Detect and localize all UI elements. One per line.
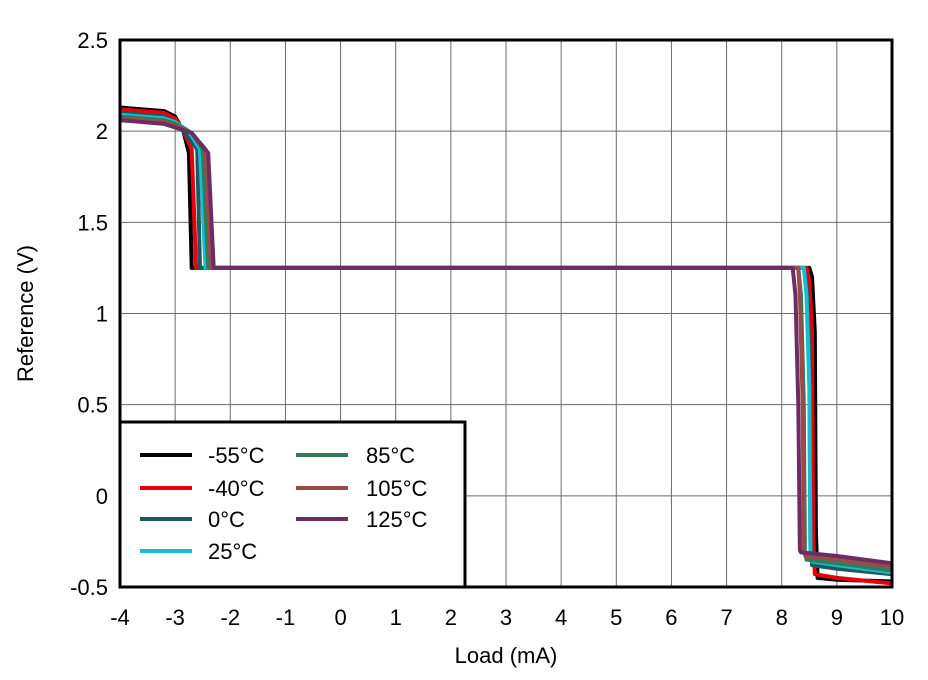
- y-tick-label: -0.5: [70, 575, 108, 600]
- x-tick-label: 3: [500, 605, 512, 630]
- x-tick-label: 4: [555, 605, 567, 630]
- legend-label-1: -40°C: [208, 476, 265, 501]
- x-tick-label: 7: [720, 605, 732, 630]
- x-tick-label: 6: [665, 605, 677, 630]
- x-tick-label: -1: [276, 605, 296, 630]
- series-lines: [119, 105, 893, 586]
- legend-label-5: 105°C: [366, 476, 428, 501]
- plot-frame: [118, 38, 894, 589]
- y-tick-label: 0.5: [77, 393, 108, 418]
- x-tick-label: -4: [110, 605, 130, 630]
- y-axis-label: Reference (V): [13, 245, 38, 382]
- y-tick-label: 2: [96, 119, 108, 144]
- x-tick-label: 1: [390, 605, 402, 630]
- x-tick-label: 2: [445, 605, 457, 630]
- series-line-6: [119, 118, 893, 566]
- y-tick-label: 0: [96, 484, 108, 509]
- x-tick-labels: -4 -3 -2 -1 0 1 2 3 4 5 6 7 8 9 10: [110, 605, 904, 630]
- legend-label-0: -55°C: [208, 443, 265, 468]
- legend-label-3: 25°C: [208, 539, 257, 564]
- legend-box: [118, 420, 467, 589]
- x-tick-label: 9: [831, 605, 843, 630]
- legend: -55°C -40°C 0°C 25°C 85°C 105°C 125°C: [118, 420, 467, 589]
- y-tick-labels: -0.5 0 0.5 1 1.5 2 2.5: [70, 28, 108, 600]
- y-tick-label: 1.5: [77, 210, 108, 235]
- x-axis-label: Load (mA): [455, 643, 558, 668]
- x-tick-label: 8: [776, 605, 788, 630]
- x-tick-label: 10: [880, 605, 904, 630]
- y-tick-label: 1: [96, 302, 108, 327]
- legend-label-2: 0°C: [208, 507, 245, 532]
- legend-label-6: 125°C: [366, 507, 428, 532]
- x-tick-label: 0: [334, 605, 346, 630]
- x-tick-label: -2: [221, 605, 241, 630]
- series-line-1: [119, 107, 893, 586]
- legend-label-4: 85°C: [366, 443, 415, 468]
- y-tick-label: 2.5: [77, 28, 108, 53]
- x-tick-label: 5: [610, 605, 622, 630]
- x-tick-label: -3: [165, 605, 185, 630]
